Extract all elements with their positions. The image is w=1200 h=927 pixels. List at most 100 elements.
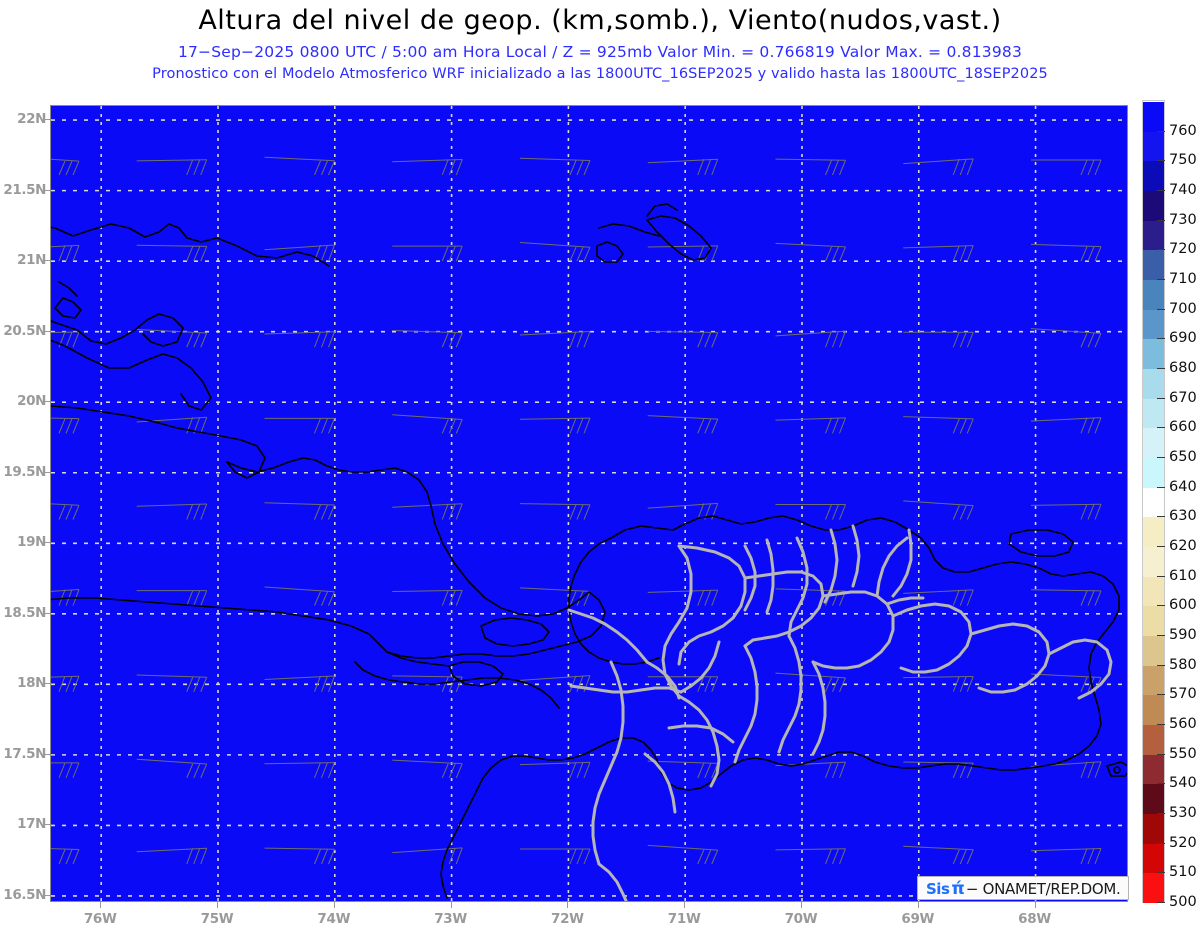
- colorbar-tick-label: 720: [1169, 241, 1197, 258]
- colorbar-swatch: [1143, 102, 1164, 132]
- x-axis-tick-label: 68W: [1018, 911, 1051, 927]
- x-axis-tick: [800, 902, 802, 908]
- page-title: Altura del nivel de geop. (km,somb.), Vi…: [198, 5, 1002, 36]
- y-axis-tick-label: 22N: [17, 111, 46, 128]
- y-axis-tick-label: 20N: [17, 393, 46, 410]
- y-axis-tick: [45, 401, 50, 403]
- colorbar-tick-label: 630: [1169, 508, 1197, 525]
- colorbar-tick: [1157, 190, 1165, 191]
- chart-header: Altura del nivel de geop. (km,somb.), Vi…: [0, 0, 1200, 95]
- colorbar-swatch: [1143, 309, 1164, 340]
- x-axis-tick: [333, 902, 335, 908]
- watermark-pi-icon: π́: [951, 878, 964, 899]
- colorbar-swatch: [1143, 606, 1164, 636]
- colorbar-tick-label: 600: [1169, 597, 1197, 614]
- y-axis-labels: 22N 21.5N 21N 20.5N 20N 19.5N 19N 18.5N 18N 17.5N…: [0, 105, 50, 903]
- colorbar-tick: [1157, 486, 1165, 488]
- colorbar-swatch: [1143, 131, 1164, 162]
- colorbar-tick: [1157, 219, 1165, 221]
- colorbar-tick: [1157, 546, 1165, 547]
- colorbar-tick: [1157, 605, 1165, 607]
- colorbar-tick: [1157, 130, 1165, 132]
- colorbar-swatch: [1143, 458, 1164, 488]
- colorbar-swatch: [1143, 754, 1164, 785]
- x-axis-tick: [567, 902, 569, 908]
- colorbar-swatch: [1143, 487, 1164, 518]
- colorbar-swatch: [1143, 220, 1164, 251]
- y-axis-tick: [45, 330, 50, 332]
- colorbar-tick-label: 750: [1169, 152, 1197, 169]
- colorbar-swatch: [1143, 398, 1164, 429]
- x-axis-tick: [684, 902, 686, 908]
- subtitle-line-2: Pronostico con el Modelo Atmosferico WRF…: [152, 66, 1048, 82]
- colorbar-swatch: [1143, 161, 1164, 191]
- colorbar-tick-label: 700: [1169, 300, 1197, 317]
- colorbar-tick: [1157, 813, 1165, 814]
- gridlines: [51, 106, 1127, 901]
- colorbar-tick-label: 550: [1169, 745, 1197, 762]
- colorbar-swatch: [1143, 873, 1164, 903]
- map-frame: [50, 105, 1128, 902]
- x-axis-tick: [917, 902, 919, 908]
- colorbar-tick: [1157, 160, 1165, 162]
- colorbar-swatch: [1143, 547, 1164, 577]
- colorbar-tick-label: 510: [1169, 864, 1197, 881]
- colorbar-tick: [1157, 457, 1165, 458]
- colorbar-tick-label: 500: [1169, 894, 1197, 910]
- colorbar-tick: [1157, 338, 1165, 340]
- colorbar-tick: [1157, 902, 1165, 903]
- colorbar-swatch: [1143, 339, 1164, 369]
- x-axis-tick-label: 71W: [667, 911, 701, 927]
- x-axis-tick: [217, 902, 218, 908]
- colorbar-tick: [1157, 249, 1165, 251]
- coastlines: [51, 203, 1127, 899]
- y-axis-tick: [45, 189, 50, 191]
- y-axis-tick: [45, 542, 50, 544]
- watermark-brand: Sis: [926, 879, 950, 898]
- map-plot-area[interactable]: 76W 75W 74W 73W 72W 71W 70W 69W 68W: [50, 105, 1128, 927]
- x-axis-tick: [100, 902, 102, 908]
- x-axis-tick: [1034, 902, 1036, 908]
- y-axis-tick-label: 18.5N: [3, 604, 46, 621]
- colorbar-swatch: [1143, 665, 1164, 696]
- watermark-agency: − ONAMET/REP.DOM.: [966, 880, 1121, 898]
- x-axis-tick-label: 74W: [317, 911, 351, 927]
- colorbar-tick: [1157, 664, 1165, 666]
- map-canvas: [51, 106, 1127, 901]
- colorbar-swatch: [1143, 814, 1164, 844]
- y-axis-tick: [45, 612, 50, 614]
- wind-barbs: [51, 156, 1102, 865]
- y-axis-tick-label: 17N: [17, 816, 46, 833]
- colorbar-tick-label: 730: [1169, 211, 1197, 228]
- y-axis-tick-label: 18N: [17, 675, 46, 692]
- colorbar-tick-label: 680: [1169, 360, 1197, 376]
- y-axis-tick: [45, 119, 50, 121]
- colorbar-tick-label: 620: [1169, 538, 1197, 554]
- y-axis-tick-label: 16.5N: [3, 886, 46, 903]
- y-axis-tick-label: 21N: [17, 252, 46, 269]
- colorbar-tick-label: 580: [1169, 656, 1197, 673]
- colorbar-tick-label: 610: [1169, 567, 1197, 584]
- y-axis-tick-label: 19N: [17, 534, 46, 551]
- colorbar-tick: [1157, 575, 1165, 577]
- y-axis-tick: [45, 824, 50, 826]
- colorbar-tick-label: 520: [1169, 834, 1197, 851]
- colorbar-swatch: [1143, 280, 1164, 310]
- colorbar-tick-label: 760: [1169, 122, 1197, 139]
- colorbar-tick: [1157, 427, 1165, 429]
- colorbar[interactable]: 760 750 740 730 720 710 700 690 680 670 660 650 640 6…: [1142, 100, 1200, 910]
- x-axis-tick: [450, 902, 452, 908]
- y-axis-tick-label: 21.5N: [3, 181, 46, 198]
- colorbar-strip: [1142, 100, 1165, 903]
- colorbar-tick: [1157, 694, 1165, 696]
- colorbar-swatch: [1143, 843, 1164, 874]
- y-axis-tick: [45, 894, 50, 896]
- colorbar-swatch: [1143, 725, 1164, 755]
- colorbar-tick: [1157, 635, 1165, 636]
- colorbar-swatch: [1143, 250, 1164, 280]
- watermark-separator: −: [965, 879, 979, 898]
- colorbar-tick: [1157, 842, 1165, 844]
- watermark-badge: Sis π́ − ONAMET/REP.DOM.: [917, 876, 1130, 900]
- colorbar-swatch: [1143, 428, 1164, 458]
- colorbar-tick-label: 650: [1169, 449, 1197, 465]
